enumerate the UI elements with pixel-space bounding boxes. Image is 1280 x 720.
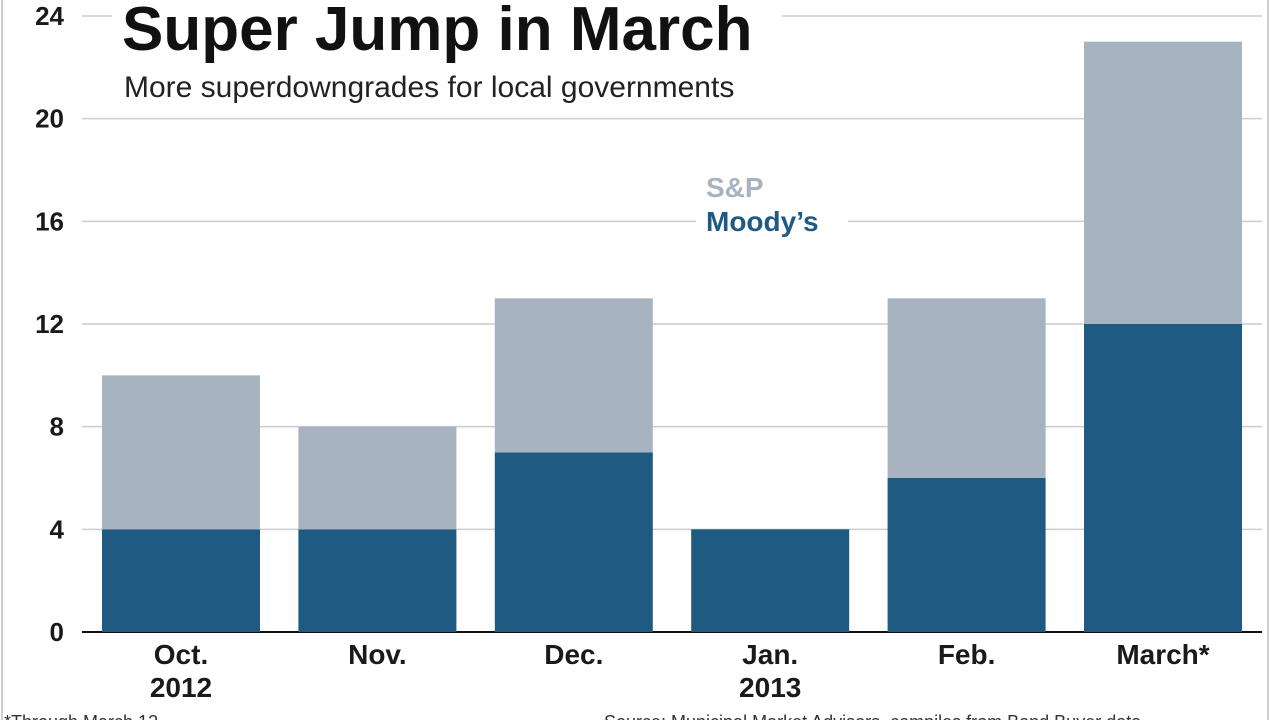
bar-moodys: [1084, 324, 1242, 632]
x-category-label: Feb.: [938, 639, 996, 670]
title-background: [112, 0, 782, 62]
y-axis-ticks: 0 4 8 12 16 20 24: [35, 1, 64, 647]
y-tick-label: 8: [50, 412, 64, 442]
legend-sp: S&P: [706, 172, 764, 203]
x-category-label: Dec.: [544, 639, 603, 670]
bar-moodys: [494, 452, 653, 632]
x-category-label: Oct.: [154, 639, 208, 670]
bar-moodys: [691, 529, 850, 632]
source-note: Source: Municipal Market Advisors, compi…: [604, 712, 1142, 720]
bar-moodys: [298, 529, 457, 632]
y-tick-label: 0: [50, 617, 64, 647]
x-category-label: 2012: [150, 672, 212, 703]
bar-sp: [102, 375, 260, 530]
bar-moodys: [102, 529, 260, 632]
x-axis-labels: Oct.2012 Nov. Dec. Jan.2013 Feb. March*: [150, 639, 1210, 703]
y-tick-label: 4: [50, 514, 65, 544]
y-tick-label: 20: [35, 104, 64, 134]
legend-moodys: Moody’s: [706, 206, 819, 237]
chart-subtitle: More superdowngrades for local governmen…: [124, 71, 734, 104]
x-category-label: March*: [1116, 639, 1209, 670]
chart-title: Super Jump in March: [122, 0, 752, 64]
bar-sp: [298, 426, 457, 530]
y-tick-label: 24: [35, 1, 64, 31]
x-category-label: 2013: [739, 672, 801, 703]
footnote: *Through March 12: [4, 712, 158, 720]
x-category-label: Nov.: [348, 639, 407, 670]
bar-sp: [494, 298, 653, 453]
bar-sp: [1084, 41, 1242, 325]
x-category-label: Jan.: [742, 639, 798, 670]
bar-sp: [887, 298, 1046, 478]
y-tick-label: 16: [35, 206, 64, 236]
bar-moodys: [887, 478, 1046, 632]
bars: [102, 41, 1242, 632]
legend-background: [696, 168, 848, 240]
y-tick-label: 12: [35, 309, 64, 339]
